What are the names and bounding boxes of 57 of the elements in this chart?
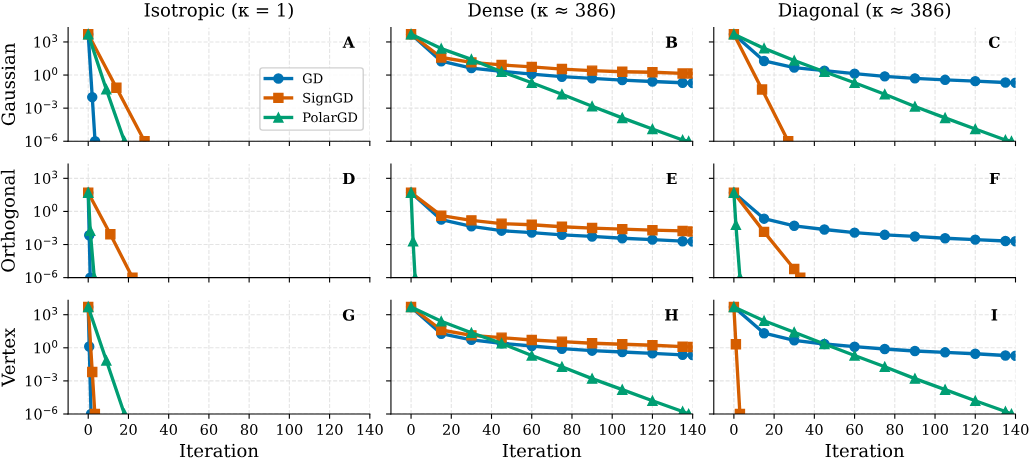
- x-tick-label: 40: [159, 423, 177, 436]
- x-axis-title: Iteration: [179, 443, 259, 458]
- y-tick-label: 10$^{0}$: [34, 67, 58, 81]
- y-tick-label: 10$^{−6}$: [25, 133, 58, 147]
- x-tick-label: 80: [886, 423, 904, 436]
- x-tick-label: 80: [240, 423, 258, 436]
- x-axis-title: Iteration: [502, 443, 582, 458]
- x-tick-label: 100: [277, 423, 303, 436]
- annotation: H: [665, 309, 679, 321]
- x-tick-label: 140: [1003, 423, 1029, 436]
- annotation: I: [991, 309, 998, 321]
- y-tick-label: 10$^{3}$: [34, 170, 58, 184]
- annotation: G: [342, 309, 355, 321]
- x-tick-label: 40: [482, 423, 500, 436]
- y-tick-label: 10$^{−3}$: [25, 236, 58, 251]
- x-tick-label: 60: [200, 423, 218, 436]
- annotation: F: [989, 172, 1000, 185]
- x-tick-label: 40: [805, 423, 823, 436]
- y-tick-label: 10$^{−6}$: [25, 269, 58, 284]
- annotation: D: [342, 172, 355, 185]
- x-tick-label: 120: [963, 423, 989, 436]
- chart-title: Diagonal (κ ≈ 386): [778, 2, 951, 21]
- x-tick-label: 60: [523, 423, 541, 436]
- x-tick-label: 120: [640, 423, 666, 436]
- y-tick-label: 10$^{−3}$: [25, 100, 58, 114]
- x-tick-label: 140: [357, 423, 383, 436]
- legend-label: SignGD: [303, 92, 353, 106]
- x-axis-title: Iteration: [825, 443, 905, 458]
- y-tick-label: 10$^{3}$: [34, 306, 58, 321]
- y-axis-title: Orthogonal: [0, 169, 19, 272]
- x-tick-label: 100: [600, 423, 626, 436]
- chart-title: Isotropic (κ = 1): [144, 2, 293, 21]
- x-tick-label: 140: [680, 423, 706, 436]
- x-tick-label: 80: [563, 423, 581, 436]
- y-tick-label: 10$^{−6}$: [25, 406, 58, 420]
- annotation: A: [342, 36, 355, 48]
- x-tick-label: 20: [120, 423, 137, 436]
- y-tick-label: 10$^{0}$: [34, 340, 58, 354]
- legend-label: PolarGD: [302, 112, 358, 123]
- x-tick-label: 0: [730, 423, 738, 436]
- annotation: C: [988, 36, 1000, 48]
- annotation: B: [665, 36, 678, 48]
- x-tick-label: 100: [922, 423, 948, 436]
- chart-title: Dense (κ ≈ 386): [468, 2, 615, 20]
- x-tick-label: 0: [84, 423, 92, 436]
- x-tick-label: 0: [407, 423, 415, 436]
- annotation: E: [666, 172, 677, 185]
- y-tick-label: 10$^{0}$: [34, 203, 58, 218]
- x-tick-label: 20: [765, 423, 783, 436]
- x-tick-label: 120: [317, 423, 343, 436]
- legend-label: GD: [302, 73, 323, 84]
- y-tick-label: 10$^{3}$: [34, 34, 58, 48]
- y-axis-title: Vertex: [1, 327, 16, 387]
- x-tick-label: 20: [443, 423, 460, 436]
- x-tick-label: 60: [846, 423, 863, 436]
- y-tick-label: 10$^{−3}$: [25, 373, 58, 387]
- y-axis-title: Gaussian: [1, 43, 16, 126]
